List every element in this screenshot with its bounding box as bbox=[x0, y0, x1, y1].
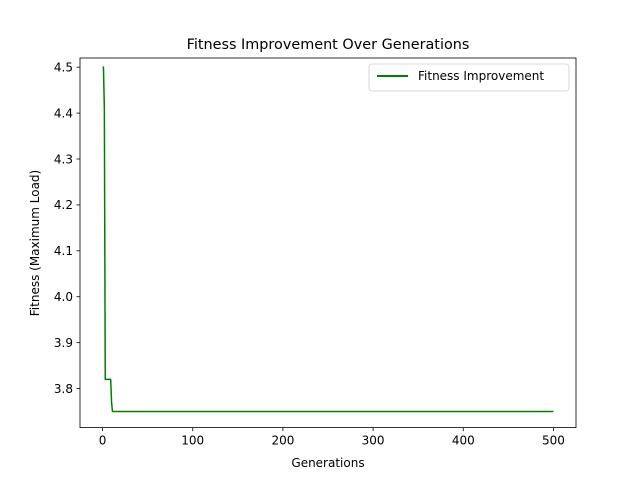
y-tick-label: 4.1 bbox=[54, 244, 73, 258]
legend-box bbox=[368, 63, 570, 92]
x-tick-label: 400 bbox=[452, 434, 475, 448]
y-tick-label: 4.0 bbox=[54, 290, 73, 304]
x-tick-label: 500 bbox=[542, 434, 565, 448]
x-axis-title: Generations bbox=[291, 456, 364, 470]
legend-label: Fitness Improvement bbox=[418, 69, 544, 83]
series-line-0 bbox=[102, 66, 554, 413]
chart-title: Fitness Improvement Over Generations bbox=[187, 37, 470, 53]
y-tick-label: 4.5 bbox=[54, 60, 73, 74]
legend: Fitness Improvement bbox=[368, 63, 570, 92]
x-tick-label: 0 bbox=[99, 434, 107, 448]
y-tick-label: 4.2 bbox=[54, 198, 73, 212]
x-tick-label: 300 bbox=[362, 434, 385, 448]
x-axis: 0 100 200 300 400 500 bbox=[99, 427, 565, 448]
x-tick-label: 200 bbox=[271, 434, 294, 448]
y-tick-label: 4.4 bbox=[54, 106, 73, 120]
y-tick-label: 4.3 bbox=[54, 152, 73, 166]
x-tick-label: 100 bbox=[181, 434, 204, 448]
y-axis-title: Fitness (Maximum Load) bbox=[28, 170, 42, 316]
axes-frame bbox=[79, 57, 577, 429]
y-tick-label: 3.8 bbox=[54, 382, 73, 396]
y-tick-label: 3.9 bbox=[54, 336, 73, 350]
y-axis: 3.8 3.9 4.0 4.1 4.2 4.3 4.4 4.5 bbox=[54, 60, 80, 396]
plot-area bbox=[102, 66, 554, 413]
